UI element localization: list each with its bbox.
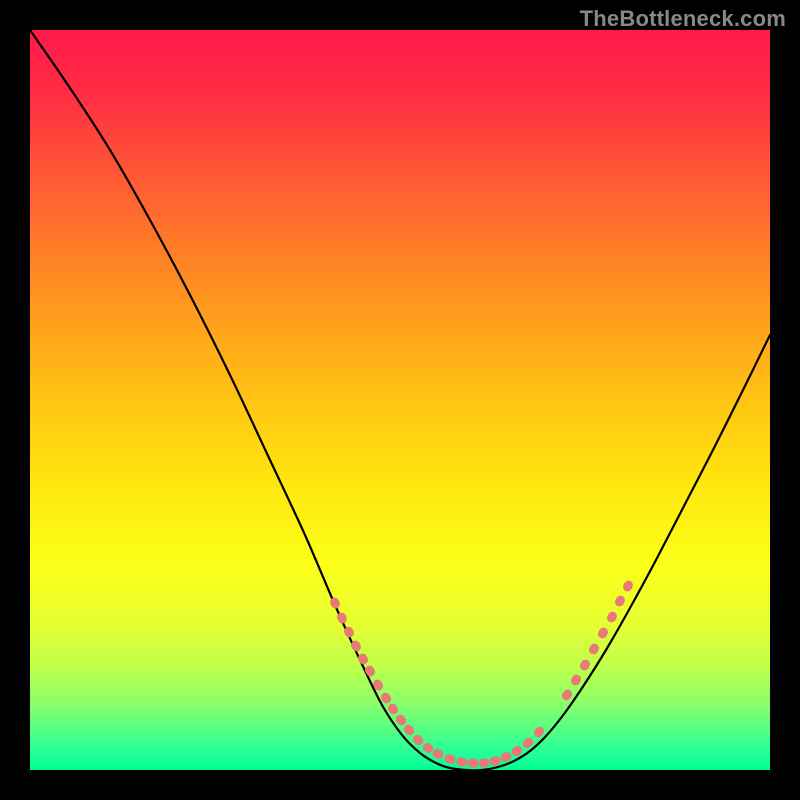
scatter-dash	[394, 713, 408, 727]
scatter-dash	[596, 626, 609, 640]
scatter-dash	[402, 723, 416, 737]
scatter-dash	[605, 610, 618, 624]
scatter-dash	[443, 753, 456, 765]
scatter-dash	[578, 658, 591, 672]
watermark-text: TheBottleneck.com	[580, 6, 786, 32]
outer-frame: TheBottleneck.com	[0, 0, 800, 800]
scatter-dash	[613, 594, 626, 608]
scatter-dash	[329, 596, 342, 610]
scatter-dashes	[329, 579, 635, 768]
curve-layer	[30, 30, 770, 770]
scatter-dash	[621, 579, 634, 593]
scatter-dash	[363, 664, 376, 678]
scatter-dash	[478, 758, 490, 768]
scatter-dash	[489, 755, 502, 767]
scatter-dash	[456, 757, 468, 768]
scatter-dash	[587, 642, 600, 656]
scatter-dash	[560, 688, 574, 702]
scatter-dash	[411, 733, 425, 747]
scatter-dash	[569, 673, 582, 687]
scatter-dash	[467, 758, 478, 767]
plot-area	[30, 30, 770, 770]
v-curve	[30, 30, 770, 770]
